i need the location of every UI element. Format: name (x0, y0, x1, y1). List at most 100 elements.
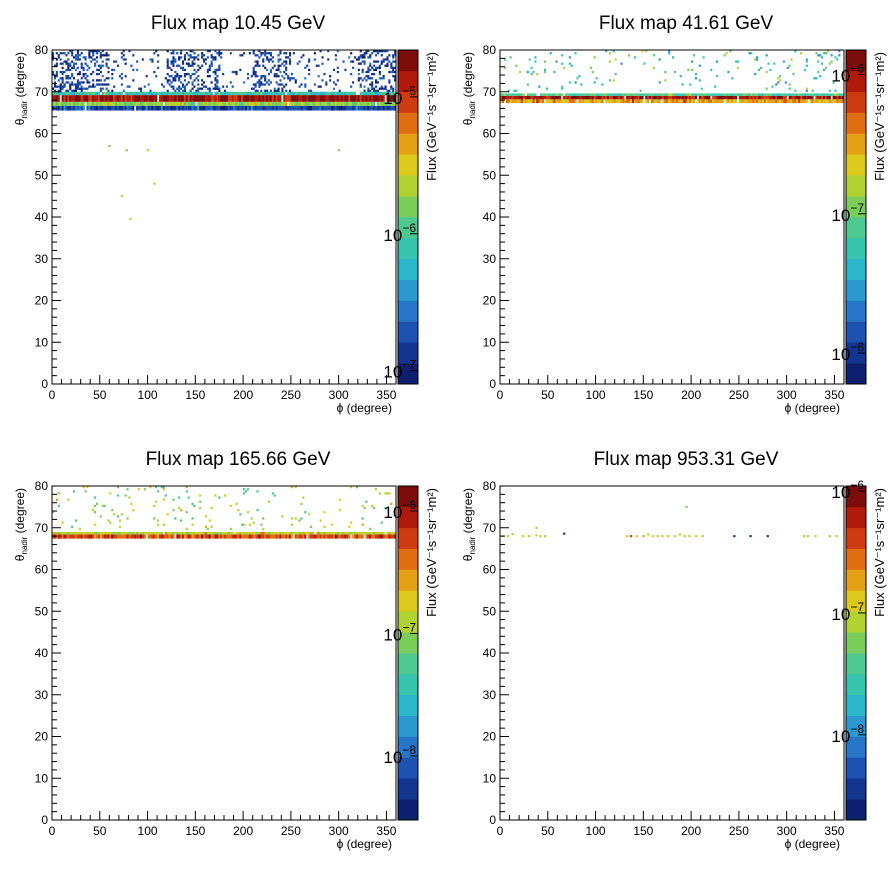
band-cell (222, 531, 225, 535)
scatter-cell (180, 519, 183, 522)
band-cell (595, 99, 598, 104)
band-cell (698, 95, 701, 100)
scatter-cell (204, 525, 207, 528)
scatter-cell (210, 62, 213, 65)
scatter-cell (258, 85, 261, 88)
scatter-cell (363, 56, 366, 59)
band-cell (840, 99, 843, 104)
band-cell (86, 91, 89, 96)
band-cell (549, 95, 552, 100)
scatter-cell (298, 85, 301, 88)
band-cell (118, 91, 122, 96)
colorbar-segment (398, 237, 418, 260)
band-cell (584, 99, 587, 104)
band-cell (677, 95, 680, 100)
scatter-cell (61, 81, 64, 84)
scatter-cell (281, 87, 284, 90)
scatter-cell (350, 521, 353, 524)
scatter-cell (141, 58, 144, 61)
scatter-cell (304, 83, 307, 86)
band-cell (208, 91, 211, 96)
scatter-cell (105, 77, 108, 80)
scatter-cell (321, 62, 324, 65)
band-cell (610, 93, 613, 96)
band-cell (283, 95, 286, 102)
band-cell (61, 531, 64, 535)
band-cell (59, 534, 62, 539)
scatter-cell (212, 87, 215, 90)
scatter-cell (166, 81, 169, 84)
band-cell (313, 91, 316, 96)
band-cell (206, 101, 209, 106)
band-cell (277, 534, 280, 539)
scatter-cell (120, 72, 123, 76)
scatter-cell (92, 85, 95, 88)
scatter-cell (157, 54, 160, 57)
scatter-cell (191, 50, 194, 53)
band-cell (300, 534, 303, 539)
scatter-cell (67, 62, 70, 65)
band-cell (784, 95, 787, 100)
band-cell (555, 95, 558, 100)
scatter-cell (266, 81, 269, 84)
scatter-cell (267, 79, 271, 82)
band-cell (681, 99, 684, 104)
band-cell (63, 91, 66, 96)
scatter-cell (545, 87, 548, 90)
x-tick-label: 150 (185, 388, 205, 402)
scatter-cell (267, 52, 271, 55)
band-cell (126, 105, 129, 111)
colorbar-segment (398, 486, 418, 508)
scatter-cell (262, 60, 265, 63)
scatter-cell (365, 70, 368, 74)
band-cell (74, 101, 78, 106)
scatter-cell (614, 72, 617, 76)
scatter-cell (193, 504, 196, 508)
scatter-cell (216, 52, 219, 55)
scatter-cell (805, 60, 808, 63)
band-cell (532, 99, 535, 104)
colorbar-tick-label: 10−7 (831, 201, 864, 225)
scatter-cell (183, 75, 186, 78)
colorbar-label: Flux (GeV⁻¹s⁻¹sr⁻¹m²) (424, 488, 439, 617)
band-cell (319, 105, 322, 111)
band-cell (231, 534, 234, 539)
band-cell (187, 534, 190, 539)
scatter-cell (155, 50, 158, 53)
band-cell (53, 101, 57, 106)
band-cell (346, 91, 349, 96)
band-cell (317, 101, 320, 106)
band-cell (180, 91, 183, 96)
band-cell (815, 99, 818, 104)
band-cell (143, 101, 146, 106)
band-cell (168, 95, 171, 102)
band-cell (233, 91, 236, 96)
band-cell (394, 91, 397, 96)
scatter-cell (645, 50, 648, 53)
scatter-cell (241, 523, 244, 526)
band-cell (685, 93, 688, 96)
scatter-cell (88, 66, 91, 69)
band-cell (204, 91, 208, 96)
scatter-cell (269, 68, 272, 72)
y-tick-label: 0 (489, 377, 496, 391)
scatter-cell (384, 506, 387, 510)
band-cell (323, 105, 326, 111)
scatter-cell (528, 58, 531, 61)
band-cell (390, 534, 393, 539)
scatter-cell (174, 60, 177, 63)
band-cell (143, 91, 146, 96)
band-cell (363, 105, 366, 111)
band-cell (380, 531, 383, 535)
scatter-cell (243, 492, 246, 495)
scatter-cell (90, 60, 93, 63)
band-cell (641, 93, 644, 96)
band-cell (392, 101, 395, 106)
band-cell (369, 534, 372, 539)
band-cell (187, 101, 190, 106)
scatter-cell (178, 75, 181, 78)
band-cell (626, 93, 629, 96)
band-cell (67, 101, 70, 106)
band-cell (218, 534, 221, 539)
